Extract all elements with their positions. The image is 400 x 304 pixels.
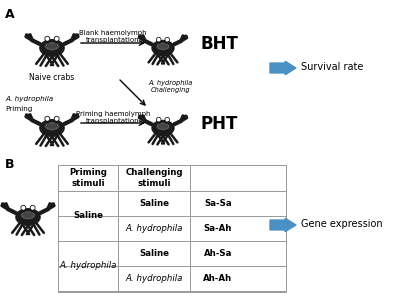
Ellipse shape bbox=[40, 40, 64, 56]
Polygon shape bbox=[270, 61, 296, 75]
Text: Ah-Sa: Ah-Sa bbox=[204, 249, 232, 258]
Circle shape bbox=[22, 206, 25, 209]
Text: A. hydrophila
Challenging: A. hydrophila Challenging bbox=[148, 80, 192, 93]
Ellipse shape bbox=[157, 123, 169, 130]
Text: Priming
stimuli: Priming stimuli bbox=[69, 168, 107, 188]
Text: Survival rate: Survival rate bbox=[301, 62, 363, 72]
Circle shape bbox=[165, 118, 169, 122]
Ellipse shape bbox=[26, 34, 30, 37]
Text: Challenging
stimuli: Challenging stimuli bbox=[125, 168, 183, 188]
Ellipse shape bbox=[74, 114, 78, 117]
Circle shape bbox=[157, 118, 161, 122]
Text: Sa-Ah: Sa-Ah bbox=[204, 224, 232, 233]
Text: BHT: BHT bbox=[200, 35, 238, 53]
Ellipse shape bbox=[2, 203, 6, 206]
Ellipse shape bbox=[50, 203, 54, 206]
Circle shape bbox=[54, 36, 59, 41]
Circle shape bbox=[158, 38, 160, 41]
Text: Priming: Priming bbox=[5, 106, 32, 112]
Text: Gene expression: Gene expression bbox=[301, 219, 383, 229]
Ellipse shape bbox=[157, 43, 169, 50]
Circle shape bbox=[165, 38, 169, 42]
Circle shape bbox=[21, 206, 26, 210]
Circle shape bbox=[45, 36, 50, 41]
Text: A. hydrophila: A. hydrophila bbox=[125, 274, 183, 283]
Circle shape bbox=[45, 116, 50, 121]
Circle shape bbox=[55, 117, 58, 120]
Text: A. hydrophila: A. hydrophila bbox=[125, 224, 183, 233]
Circle shape bbox=[46, 117, 49, 120]
Ellipse shape bbox=[26, 114, 30, 117]
Circle shape bbox=[157, 38, 161, 42]
Ellipse shape bbox=[16, 209, 40, 225]
Text: Blank haemolymph
transplantation: Blank haemolymph transplantation bbox=[79, 30, 147, 43]
Ellipse shape bbox=[139, 115, 143, 118]
Text: A: A bbox=[5, 8, 15, 21]
Circle shape bbox=[46, 37, 49, 40]
Text: Naive crabs: Naive crabs bbox=[29, 73, 75, 82]
Text: Sa-Sa: Sa-Sa bbox=[204, 199, 232, 208]
Ellipse shape bbox=[183, 35, 187, 38]
Ellipse shape bbox=[46, 43, 59, 50]
Circle shape bbox=[31, 206, 34, 209]
Ellipse shape bbox=[74, 34, 78, 37]
Ellipse shape bbox=[139, 35, 143, 38]
Ellipse shape bbox=[183, 115, 187, 118]
Text: A. hydrophila: A. hydrophila bbox=[59, 261, 117, 271]
Text: Priming haemolymph
transplantation: Priming haemolymph transplantation bbox=[76, 111, 150, 124]
Text: B: B bbox=[5, 158, 14, 171]
Text: Ah-Ah: Ah-Ah bbox=[204, 274, 232, 283]
Text: Saline: Saline bbox=[139, 249, 169, 258]
Text: A. hydrophila: A. hydrophila bbox=[5, 96, 53, 102]
Bar bbox=[58, 165, 286, 292]
Ellipse shape bbox=[152, 40, 174, 56]
Circle shape bbox=[55, 37, 58, 40]
Circle shape bbox=[30, 206, 35, 210]
Ellipse shape bbox=[46, 123, 59, 130]
Ellipse shape bbox=[40, 120, 64, 136]
Text: Saline: Saline bbox=[73, 212, 103, 220]
Text: Saline: Saline bbox=[139, 199, 169, 208]
Circle shape bbox=[166, 38, 168, 41]
Ellipse shape bbox=[152, 120, 174, 136]
Ellipse shape bbox=[22, 212, 35, 219]
Text: PHT: PHT bbox=[200, 115, 237, 133]
Circle shape bbox=[54, 116, 59, 121]
Circle shape bbox=[158, 118, 160, 121]
Circle shape bbox=[166, 118, 168, 121]
Polygon shape bbox=[270, 218, 296, 232]
